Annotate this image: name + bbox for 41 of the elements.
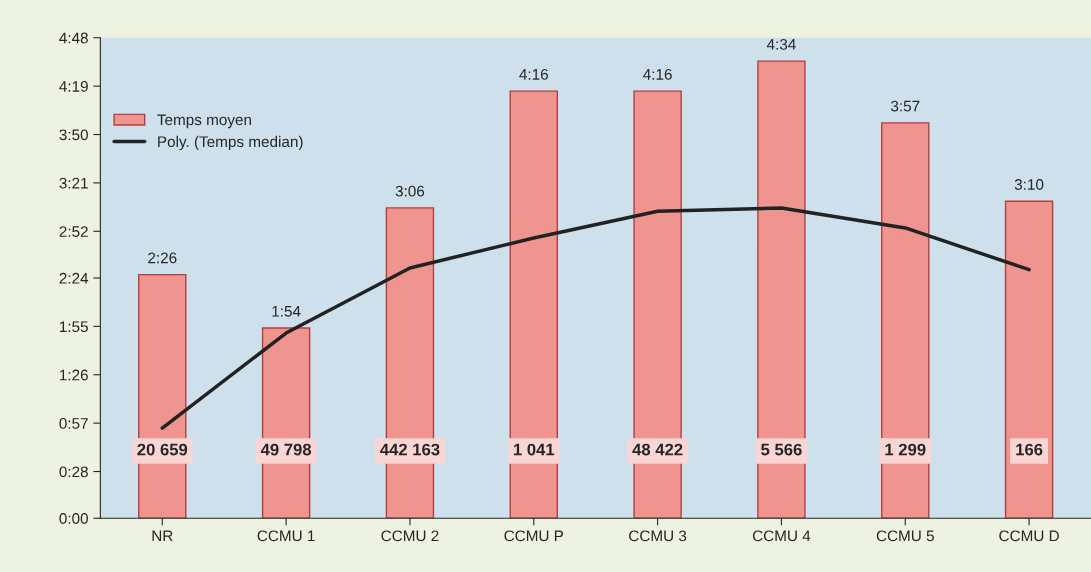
x-tick-label: CCMU P xyxy=(504,530,564,542)
annotation: 5 566 xyxy=(761,443,802,456)
y-tick-label: 1:26 xyxy=(60,369,88,381)
annotation: 1 041 xyxy=(513,443,555,456)
data-label: 4:34 xyxy=(766,38,796,50)
data-label: 3:10 xyxy=(1014,179,1044,190)
annotation: 442 163 xyxy=(380,443,440,456)
data-label: 4:16 xyxy=(643,68,672,80)
y-tick-label: 4:48 xyxy=(59,32,88,44)
data-label: 2:26 xyxy=(148,252,177,264)
bar xyxy=(881,122,930,519)
legend-label: Poly. (Temps median) xyxy=(158,135,303,151)
bar xyxy=(1004,200,1054,519)
bar xyxy=(509,90,558,519)
y-tick-label: 3:21 xyxy=(59,177,88,189)
annotation: 166 xyxy=(1016,443,1043,456)
data-label: 4:16 xyxy=(519,68,548,80)
x-tick-label: CCMU 2 xyxy=(381,530,439,542)
y-tick-label: 0:00 xyxy=(59,513,88,524)
x-tick-label: CCMU 1 xyxy=(257,530,315,542)
y-tick-label: 2:52 xyxy=(59,226,88,237)
x-tick-label: CCMU 4 xyxy=(752,530,811,542)
legend-label: Temps moyen xyxy=(157,114,251,129)
x-tick-label: NR xyxy=(152,530,173,542)
bar xyxy=(757,60,806,519)
y-tick-label: 1:55 xyxy=(60,321,88,333)
data-label: 3:57 xyxy=(890,100,920,112)
y-tick-label: 3:50 xyxy=(59,129,88,141)
annotation: 48 422 xyxy=(632,443,683,456)
y-tick-label: 0:28 xyxy=(59,466,88,478)
y-tick-label: 2:24 xyxy=(59,272,89,284)
y-tick-label: 4:19 xyxy=(59,81,88,92)
y-tick-label: 0:57 xyxy=(59,418,88,429)
x-tick-label: CCMU D xyxy=(999,530,1059,542)
data-label: 1:54 xyxy=(272,306,301,317)
x-tick-label: CCMU 5 xyxy=(876,530,934,542)
annotation: 1 299 xyxy=(885,443,926,456)
x-tick-label: CCMU 3 xyxy=(629,530,687,542)
data-label: 3:06 xyxy=(395,185,425,197)
annotation: 49 798 xyxy=(260,443,312,456)
annotation: 20 659 xyxy=(137,443,188,456)
